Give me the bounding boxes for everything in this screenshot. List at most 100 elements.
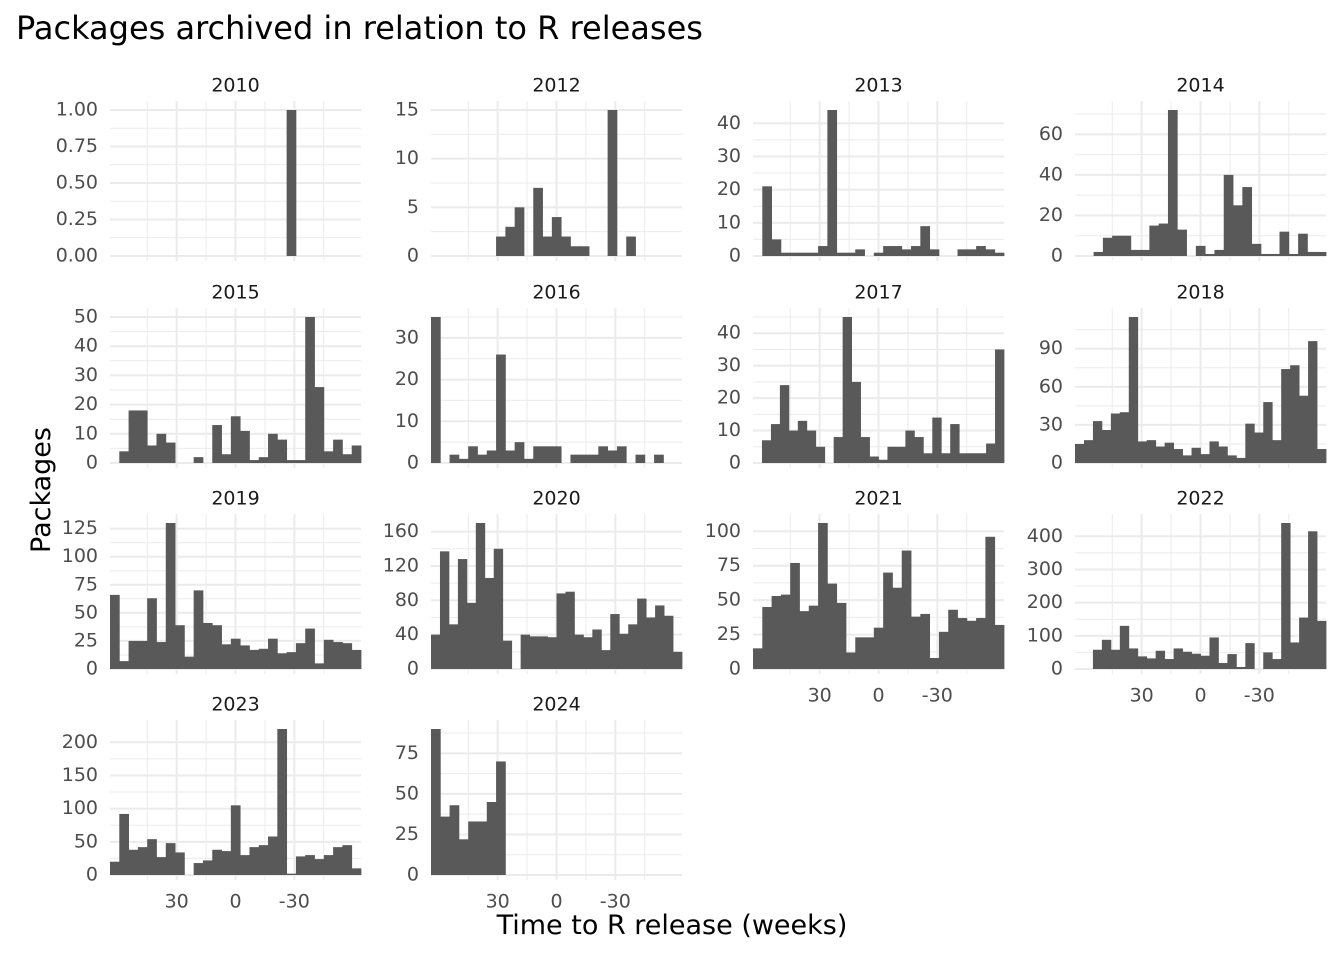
y-tick-label: 30: [74, 364, 98, 386]
histogram-bar: [1290, 642, 1300, 669]
histogram-bar: [818, 523, 828, 669]
histogram-bar: [496, 354, 506, 463]
histogram-bar: [1130, 249, 1141, 256]
histogram-bar: [165, 442, 176, 463]
histogram-bar: [806, 430, 817, 463]
histogram-bar: [128, 640, 139, 669]
histogram-bar: [477, 821, 488, 875]
histogram-bar: [505, 226, 516, 256]
y-tick-label: 0: [86, 864, 98, 886]
histogram-bar: [110, 594, 120, 669]
histogram-bar: [977, 453, 987, 463]
histogram-bar: [770, 424, 781, 463]
histogram-bar: [230, 805, 241, 875]
histogram-bar: [565, 591, 575, 669]
x-tick-label: -30: [279, 891, 310, 913]
x-tick-label: 30: [1130, 685, 1154, 707]
histogram-bar: [628, 624, 638, 669]
histogram-bar: [1236, 457, 1246, 463]
histogram-bar: [1223, 174, 1234, 256]
y-axis-label: Packages: [26, 427, 57, 553]
histogram-bar: [551, 217, 562, 256]
histogram-bar: [598, 446, 609, 463]
histogram-bar: [1092, 649, 1103, 669]
histogram-bar: [440, 816, 450, 875]
y-tick-label: 20: [74, 393, 98, 415]
histogram-bar: [1167, 110, 1178, 256]
panel-title-2013: 2013: [854, 75, 902, 97]
histogram-bar: [184, 656, 195, 669]
histogram-bar: [193, 863, 204, 875]
histogram-bar: [780, 252, 791, 256]
y-tick-label: 0: [1051, 658, 1063, 680]
panel-title-2010: 2010: [211, 75, 259, 97]
histogram-bar: [1146, 440, 1157, 463]
histogram-bar: [1101, 639, 1112, 669]
histogram-bar: [1317, 449, 1327, 463]
histogram-bar: [475, 523, 486, 669]
histogram-bar: [616, 446, 627, 463]
x-tick-label: 30: [486, 891, 510, 913]
histogram-bar: [514, 442, 525, 463]
histogram-bar: [533, 187, 543, 256]
histogram-bar: [323, 639, 334, 669]
histogram-bar: [1281, 369, 1291, 463]
y-tick-label: 25: [717, 623, 741, 645]
histogram-bar: [147, 445, 157, 463]
histogram-bar: [119, 813, 129, 875]
y-tick-label: 0: [1051, 452, 1063, 474]
y-tick-label: 200: [1027, 591, 1063, 613]
histogram-bar: [295, 460, 306, 463]
histogram-bar: [1317, 620, 1327, 669]
histogram-bar: [249, 460, 260, 463]
histogram-bar: [929, 657, 940, 669]
histogram-bar: [268, 433, 278, 463]
histogram-bar: [753, 648, 763, 669]
histogram-bar: [547, 637, 557, 669]
histogram-bar: [923, 453, 933, 463]
histogram-bar: [286, 110, 297, 256]
histogram-bar: [333, 847, 343, 875]
histogram-bar: [1182, 455, 1192, 463]
histogram-bar: [128, 849, 139, 875]
histogram-bar: [221, 851, 232, 875]
histogram-bar: [147, 839, 157, 875]
y-tick-label: 0.50: [56, 172, 98, 194]
histogram-bar: [1281, 523, 1291, 669]
histogram-bar: [277, 439, 288, 463]
histogram-bar: [439, 551, 450, 669]
histogram-bar: [240, 430, 250, 463]
histogram-bar: [873, 627, 884, 669]
histogram-bar: [1227, 455, 1237, 463]
histogram-bar: [589, 454, 599, 463]
histogram-bar: [1254, 432, 1264, 463]
histogram-bar: [156, 642, 167, 669]
y-tick-label: 0: [86, 452, 98, 474]
histogram-bar: [1173, 449, 1183, 463]
histogram-bar: [351, 868, 362, 875]
y-tick-label: 0: [729, 245, 741, 267]
y-tick-label: 200: [62, 731, 98, 753]
histogram-bar: [1299, 395, 1309, 463]
y-tick-label: 10: [395, 147, 419, 169]
histogram-bar: [1119, 412, 1130, 463]
histogram-bar: [635, 454, 646, 463]
histogram-bar: [212, 425, 222, 463]
x-tick-label: 0: [550, 891, 562, 913]
histogram-bar: [230, 638, 241, 669]
histogram-bar: [147, 598, 157, 669]
histogram-bar: [1128, 317, 1139, 463]
histogram-bar: [1218, 446, 1228, 463]
histogram-bar: [342, 845, 353, 875]
histogram-bar: [156, 857, 167, 875]
panel-title-2023: 2023: [211, 694, 259, 716]
histogram-bar: [165, 843, 176, 875]
histogram-bar: [314, 663, 325, 669]
y-tick-label: 0.00: [56, 245, 98, 267]
x-tick-label: 30: [165, 891, 189, 913]
histogram-bar: [1308, 341, 1318, 463]
histogram-bar: [1102, 237, 1113, 256]
y-tick-label: 75: [395, 742, 419, 764]
y-tick-label: 20: [717, 178, 741, 200]
histogram-bar: [869, 456, 879, 463]
